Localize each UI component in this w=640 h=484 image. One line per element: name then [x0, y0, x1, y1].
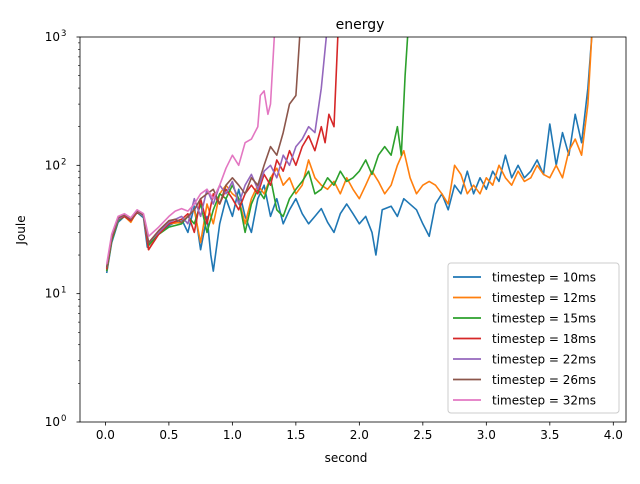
legend: timestep = 10ms timestep = 12ms timestep =…	[447, 262, 620, 414]
legend-entry: timestep = 12ms	[492, 291, 596, 305]
y-tick-exponent: 2	[61, 157, 66, 167]
legend-box	[447, 262, 620, 414]
legend-entry: timestep = 10ms	[492, 271, 596, 285]
y-tick-label: 10	[45, 30, 60, 44]
x-tick-label: 2.0	[350, 428, 369, 442]
chart-title: energy	[336, 17, 385, 33]
legend-entry: timestep = 15ms	[492, 312, 596, 326]
y-tick-label: 10	[45, 158, 60, 172]
y-tick-label: 10	[45, 415, 60, 429]
series-line-7	[105, 37, 276, 265]
legend-entry: timestep = 26ms	[492, 373, 596, 387]
x-tick-label: 4.0	[604, 428, 623, 442]
x-tick-label: 0.0	[96, 428, 115, 442]
x-tick-label: 2.5	[413, 428, 432, 442]
x-tick-label: 0.5	[159, 428, 178, 442]
axes-frame	[79, 36, 627, 423]
x-tick-label: 1.5	[286, 428, 305, 442]
x-tick-label: 3.5	[540, 428, 559, 442]
series-layer	[105, 37, 593, 274]
y-tick-exponent: 3	[61, 29, 66, 39]
y-tick-exponent: 0	[61, 414, 66, 424]
y-tick-label: 10	[45, 287, 60, 301]
y-tick-exponent: 1	[61, 286, 66, 296]
legend-entry: timestep = 22ms	[492, 353, 596, 367]
x-tick-label: 1.0	[223, 428, 242, 442]
legend-entry: timestep = 32ms	[492, 394, 596, 408]
plot-frame	[79, 36, 627, 423]
legend-entry: timestep = 18ms	[492, 332, 596, 346]
x-axis-label: second	[325, 451, 368, 465]
series-line-6	[105, 37, 301, 268]
y-axis-label: Joule	[14, 215, 28, 245]
series-line-2	[105, 37, 593, 272]
x-tick-label: 3.0	[477, 428, 496, 442]
x-axis-ticks: 0.0 0.5 1.0 1.5 2.0 2.5 3.0 3.5 4.0	[96, 422, 623, 442]
